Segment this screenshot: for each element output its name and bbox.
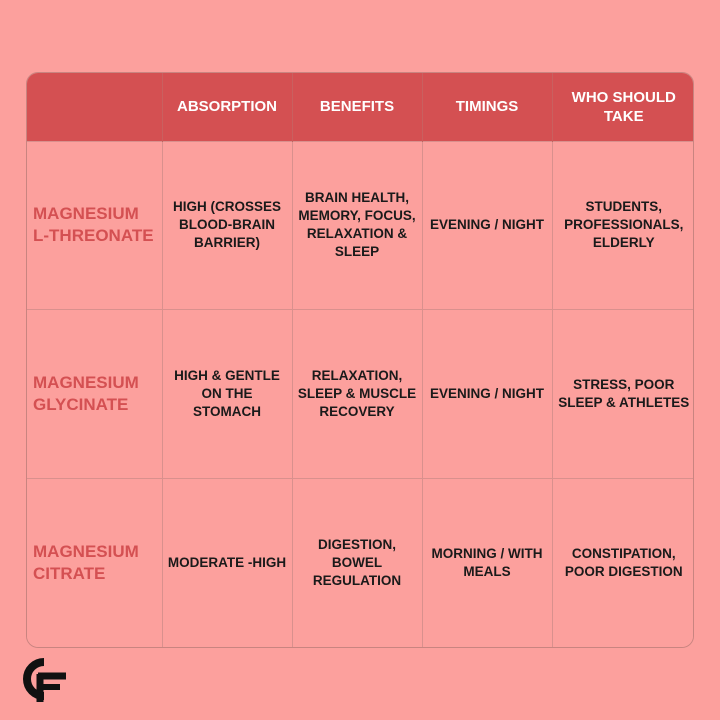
table-row: MAGNESIUM GLYCINATE HIGH & GENTLE ON THE… — [27, 309, 693, 479]
table-row: MAGNESIUM L-THREONATE HIGH (CROSSES BLOO… — [27, 140, 693, 310]
cell-absorption: HIGH & GENTLE ON THE STOMACH — [162, 309, 293, 479]
comparison-table-container: ABSORPTION BENEFITS TIMINGS WHO SHOULD T… — [26, 72, 694, 648]
row-label-glycinate: MAGNESIUM GLYCINATE — [27, 309, 163, 479]
cell-who-should-take: CONSTIPATION, POOR DIGESTION — [552, 477, 693, 647]
cell-absorption: HIGH (CROSSES BLOOD-BRAIN BARRIER) — [162, 140, 293, 310]
cf-logo-icon — [16, 654, 72, 704]
cell-timings: EVENING / NIGHT — [422, 140, 553, 310]
table-row: MAGNESIUM CITRATE MODERATE -HIGH DIGESTI… — [27, 477, 693, 647]
cell-benefits: DIGESTION, BOWEL REGULATION — [292, 477, 423, 647]
magnesium-comparison-table: ABSORPTION BENEFITS TIMINGS WHO SHOULD T… — [27, 73, 693, 647]
header-cell-timings: TIMINGS — [422, 73, 553, 141]
header-cell-who-should-take: WHO SHOULD TAKE — [571, 88, 676, 125]
cell-timings: MORNING / WITH MEALS — [422, 477, 553, 647]
header-cell-absorption: ABSORPTION — [162, 73, 293, 141]
cell-who-should-take: STUDENTS, PROFESSIONALS, ELDERLY — [552, 140, 693, 310]
header-cell-benefits: BENEFITS — [292, 73, 423, 141]
table-header-row: ABSORPTION BENEFITS TIMINGS WHO SHOULD T… — [27, 73, 693, 141]
row-label-citrate: MAGNESIUM CITRATE — [27, 477, 163, 647]
cell-who-should-take: STRESS, POOR SLEEP & ATHLETES — [552, 309, 693, 479]
cell-absorption: MODERATE -HIGH — [162, 477, 293, 647]
cell-timings: EVENING / NIGHT — [422, 309, 553, 479]
cell-benefits: BRAIN HEALTH, MEMORY, FOCUS, RELAXATION … — [292, 140, 423, 310]
row-label-l-threonate: MAGNESIUM L-THREONATE — [27, 140, 163, 310]
cell-benefits: RELAXATION, SLEEP & MUSCLE RECOVERY — [292, 309, 423, 479]
header-cell-empty — [27, 73, 163, 141]
